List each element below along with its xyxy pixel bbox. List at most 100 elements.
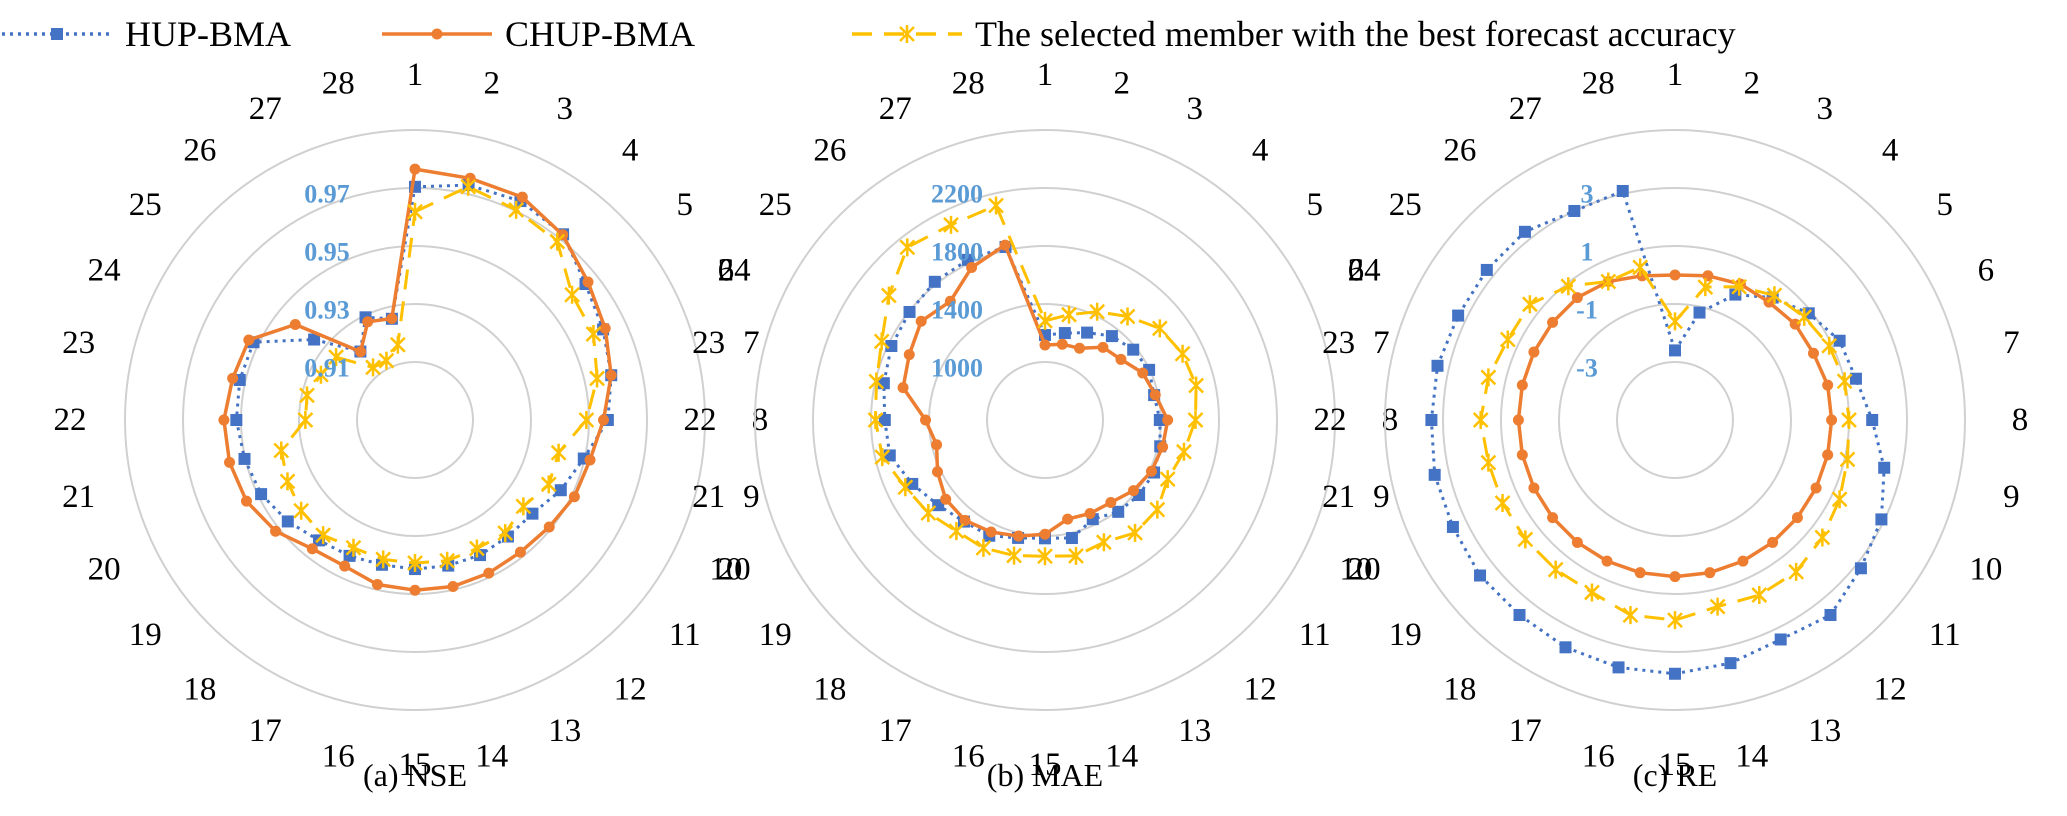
category-label: 27 — [1509, 91, 1542, 127]
radar-chart: 1 234567891011121314151617181920212223242… — [684, 57, 1399, 793]
category-label: 21 — [692, 479, 725, 515]
category-label: 26 — [183, 132, 216, 168]
grid-ring — [986, 361, 1104, 479]
data-point — [1084, 508, 1096, 520]
data-point — [1841, 411, 1857, 429]
data-point — [313, 365, 329, 384]
data-point — [315, 526, 332, 545]
data-point — [224, 456, 236, 468]
grid-ring — [1616, 361, 1734, 479]
category-label: 10 — [709, 552, 742, 588]
category-label: 23 — [1322, 325, 1355, 361]
data-point — [1137, 367, 1149, 379]
data-point — [897, 478, 914, 497]
data-point — [915, 315, 927, 327]
data-point — [230, 414, 243, 426]
radar-chart: 1 234567891011121314151617181920212223242… — [54, 57, 769, 793]
data-point — [1854, 562, 1867, 575]
data-point — [1724, 657, 1737, 670]
data-point — [1512, 414, 1524, 426]
category-label: 23 — [692, 325, 725, 361]
category-label: 24 — [88, 252, 121, 288]
data-point — [1061, 305, 1077, 324]
data-point — [526, 507, 539, 520]
series-line — [882, 245, 1162, 540]
data-point — [554, 484, 567, 497]
radar-charts: 1 234567891011121314151617181920212223242… — [54, 57, 2029, 793]
data-point — [1821, 336, 1838, 355]
series — [1425, 184, 1891, 680]
data-point — [1176, 442, 1192, 461]
data-point — [1187, 411, 1204, 429]
grid-ring — [356, 361, 474, 479]
category-label: 12 — [1874, 672, 1907, 708]
panel-caption: (c) RE — [1633, 757, 1717, 793]
data-point — [218, 414, 230, 426]
data-point — [238, 452, 251, 465]
data-point — [543, 521, 555, 533]
radial-tick-label: 0.91 — [304, 354, 350, 383]
data-point — [966, 262, 978, 274]
data-point — [1822, 449, 1834, 461]
data-point — [1528, 346, 1540, 358]
data-point — [931, 466, 943, 478]
series — [1512, 269, 1838, 583]
category-label: 9 — [1373, 479, 1390, 515]
category-label: 11 — [1299, 617, 1331, 653]
data-point — [1774, 633, 1787, 646]
category-label: 20 — [88, 552, 121, 588]
legend: HUP-BMA CHUP-BMA The selected member with … — [2, 14, 1736, 54]
legend-label: CHUP-BMA — [505, 14, 695, 54]
data-point — [1528, 482, 1540, 494]
data-point — [1149, 389, 1161, 401]
data-point — [1600, 272, 1617, 291]
data-point — [1081, 326, 1094, 339]
radial-tick-label: 0.95 — [304, 238, 350, 267]
category-label: 11 — [669, 617, 701, 653]
grid-ring — [298, 303, 532, 537]
category-label: 2 — [484, 66, 501, 102]
data-point — [582, 276, 594, 288]
category-label: 16 — [1582, 738, 1615, 774]
data-point — [1518, 225, 1531, 238]
data-point — [1839, 450, 1856, 469]
data-point — [943, 215, 959, 234]
data-point — [874, 448, 891, 467]
data-point — [1667, 312, 1683, 331]
data-point — [1731, 277, 1748, 296]
category-label: 12 — [614, 672, 647, 708]
data-point — [959, 514, 971, 526]
data-point — [540, 475, 557, 494]
legend-marker — [51, 28, 63, 40]
category-label: 1 — [1037, 57, 1054, 93]
grid-ring — [1558, 303, 1792, 537]
data-point — [975, 538, 992, 557]
grid-ring — [182, 187, 648, 653]
data-point — [1709, 597, 1726, 616]
data-point — [868, 372, 885, 391]
data-point — [1039, 528, 1051, 540]
data-point — [1849, 372, 1862, 385]
data-point — [407, 202, 423, 221]
data-point — [1704, 567, 1716, 579]
data-point — [1517, 530, 1534, 549]
category-label: 27 — [879, 91, 912, 127]
data-point — [1037, 311, 1053, 330]
legend-item: HUP-BMA — [2, 14, 291, 54]
data-point — [585, 325, 602, 344]
data-point — [1807, 347, 1819, 359]
category-label: 6 — [1348, 252, 1365, 288]
radial-tick-label: 1400 — [931, 296, 983, 325]
category-label: 28 — [952, 66, 985, 102]
category-label: 25 — [759, 187, 792, 223]
data-point — [1096, 533, 1112, 552]
category-label: 2 — [1744, 66, 1761, 102]
data-point — [1513, 608, 1526, 621]
legend-item: CHUP-BMA — [382, 14, 695, 54]
data-point — [270, 525, 282, 537]
category-label: 22 — [684, 402, 717, 438]
data-point — [1174, 344, 1191, 363]
category-label: 1 — [1667, 57, 1684, 93]
data-point — [931, 439, 943, 451]
